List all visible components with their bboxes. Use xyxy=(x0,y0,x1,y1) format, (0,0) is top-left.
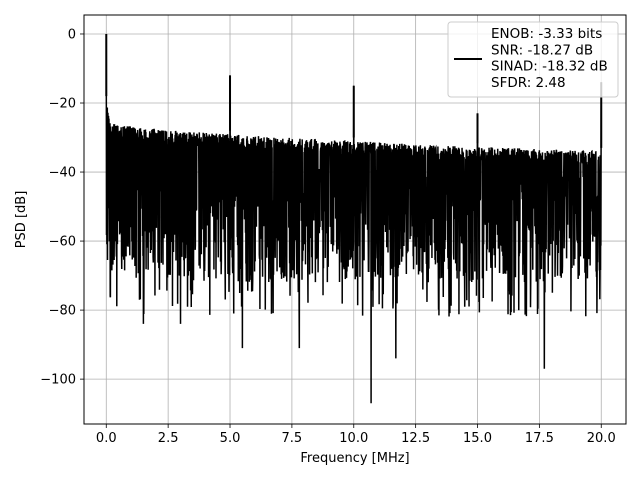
y-tick-label: −20 xyxy=(49,97,76,112)
x-tick-label: 20.0 xyxy=(587,431,616,446)
x-tick-label: 7.5 xyxy=(282,431,303,446)
x-tick-label: 5.0 xyxy=(220,431,241,446)
legend-entry-enob: ENOB: -3.33 bits xyxy=(491,26,602,42)
legend-entry-snr: SNR: -18.27 dB xyxy=(491,42,593,58)
y-axis-label: PSD [dB] xyxy=(14,191,29,249)
y-tick-label: −100 xyxy=(40,373,76,388)
legend-box xyxy=(447,21,619,98)
ticks: 0.0 2.5 5.0 7.5 10.0 12.5 15.0 17.5 20.0 0 −20 −40 −… xyxy=(40,27,615,446)
x-tick-label: 12.5 xyxy=(401,431,430,446)
y-tick-label: −80 xyxy=(49,304,76,319)
x-tick-label: 17.5 xyxy=(525,431,554,446)
y-tick-label: −40 xyxy=(49,166,76,181)
x-axis-label: Frequency [MHz] xyxy=(300,451,409,466)
x-tick-label: 0.0 xyxy=(96,431,117,446)
y-tick-label: 0 xyxy=(68,27,76,42)
axes-frame xyxy=(83,14,627,425)
y-tick-label: −60 xyxy=(49,235,76,250)
legend-entry-sinad: SINAD: -18.32 dB xyxy=(491,59,608,75)
legend: ENOB: -3.33 bits SNR: -18.27 dB SINAD: -… xyxy=(447,21,619,98)
x-tick-label: 15.0 xyxy=(463,431,492,446)
x-tick-label: 2.5 xyxy=(158,431,179,446)
x-tick-label: 10.0 xyxy=(339,431,368,446)
legend-entry-sfdr: SFDR: 2.48 xyxy=(491,75,566,91)
